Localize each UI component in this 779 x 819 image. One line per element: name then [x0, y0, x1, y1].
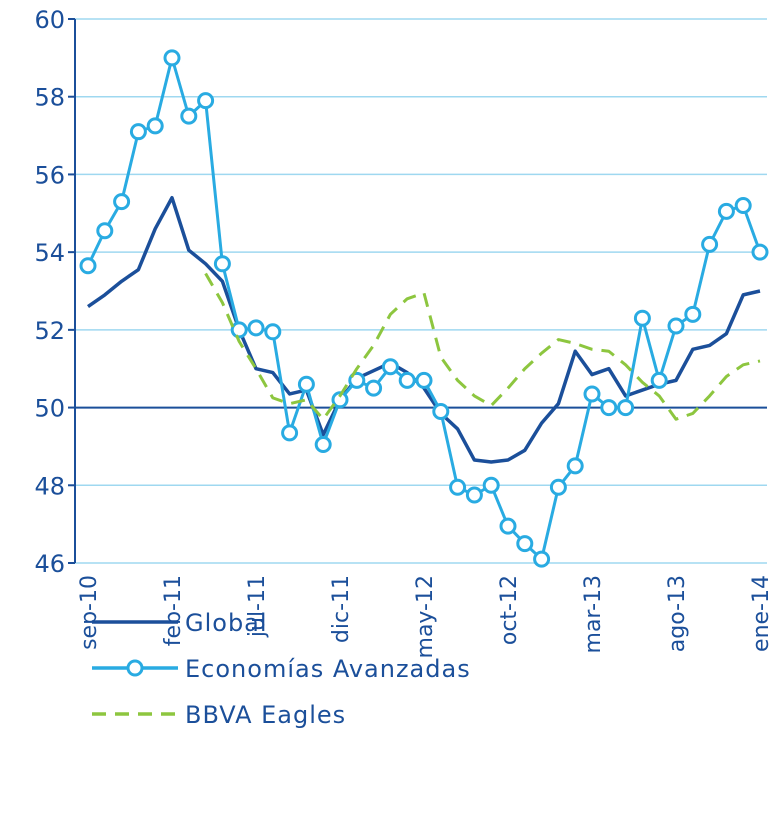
y-tick-label: 54 — [34, 239, 65, 267]
y-tick-label: 48 — [34, 472, 65, 500]
y-tick-label: 52 — [34, 317, 65, 345]
legend-label: BBVA Eagles — [185, 701, 346, 729]
marker — [734, 197, 752, 215]
marker — [482, 476, 500, 494]
marker — [365, 379, 383, 397]
y-tick-label: 58 — [34, 84, 65, 112]
marker — [516, 535, 534, 553]
marker — [213, 255, 231, 273]
series-line — [204, 272, 761, 421]
y-tick-label: 60 — [34, 6, 65, 34]
marker — [650, 371, 668, 389]
legend-label: Global — [185, 609, 268, 637]
marker — [398, 371, 416, 389]
marker — [230, 321, 248, 339]
marker — [113, 193, 131, 211]
marker — [465, 486, 483, 504]
marker — [717, 202, 735, 220]
marker — [566, 457, 584, 475]
marker — [297, 375, 315, 393]
marker — [163, 49, 181, 67]
marker — [146, 117, 164, 135]
x-tick-label: mar-13 — [581, 575, 606, 653]
marker — [331, 391, 349, 409]
marker — [79, 257, 97, 275]
marker — [247, 319, 265, 337]
legend-marker — [126, 659, 144, 677]
marker — [449, 478, 467, 496]
marker — [600, 399, 618, 417]
marker — [667, 317, 685, 335]
marker — [281, 424, 299, 442]
y-tick-label: 50 — [34, 395, 65, 423]
marker — [533, 550, 551, 568]
x-tick-label: ene-14 — [749, 575, 774, 652]
x-tick-label: sep-10 — [77, 575, 102, 650]
marker — [617, 399, 635, 417]
marker — [264, 323, 282, 341]
series-line — [86, 56, 762, 561]
marker — [499, 517, 517, 535]
marker — [432, 402, 450, 420]
marker — [751, 243, 769, 261]
marker — [684, 305, 702, 323]
marker — [415, 371, 433, 389]
marker — [549, 478, 567, 496]
y-tick-label: 56 — [34, 161, 65, 189]
marker — [197, 92, 215, 110]
marker — [314, 435, 332, 453]
x-tick-label: dic-11 — [329, 575, 354, 643]
marker — [180, 107, 198, 125]
marker — [701, 235, 719, 253]
marker — [96, 222, 114, 240]
marker — [633, 309, 651, 327]
y-tick-label: 46 — [34, 550, 65, 578]
marker — [381, 358, 399, 376]
x-tick-label: oct-12 — [497, 575, 522, 645]
x-tick-label: may-12 — [413, 575, 438, 658]
marker — [129, 123, 147, 141]
x-tick-label: ago-13 — [665, 575, 690, 652]
x-tick-label: jul-11 — [245, 575, 270, 638]
marker — [583, 385, 601, 403]
legend-label: Economías Avanzadas — [185, 655, 471, 683]
x-tick-label: feb-11 — [161, 575, 186, 646]
